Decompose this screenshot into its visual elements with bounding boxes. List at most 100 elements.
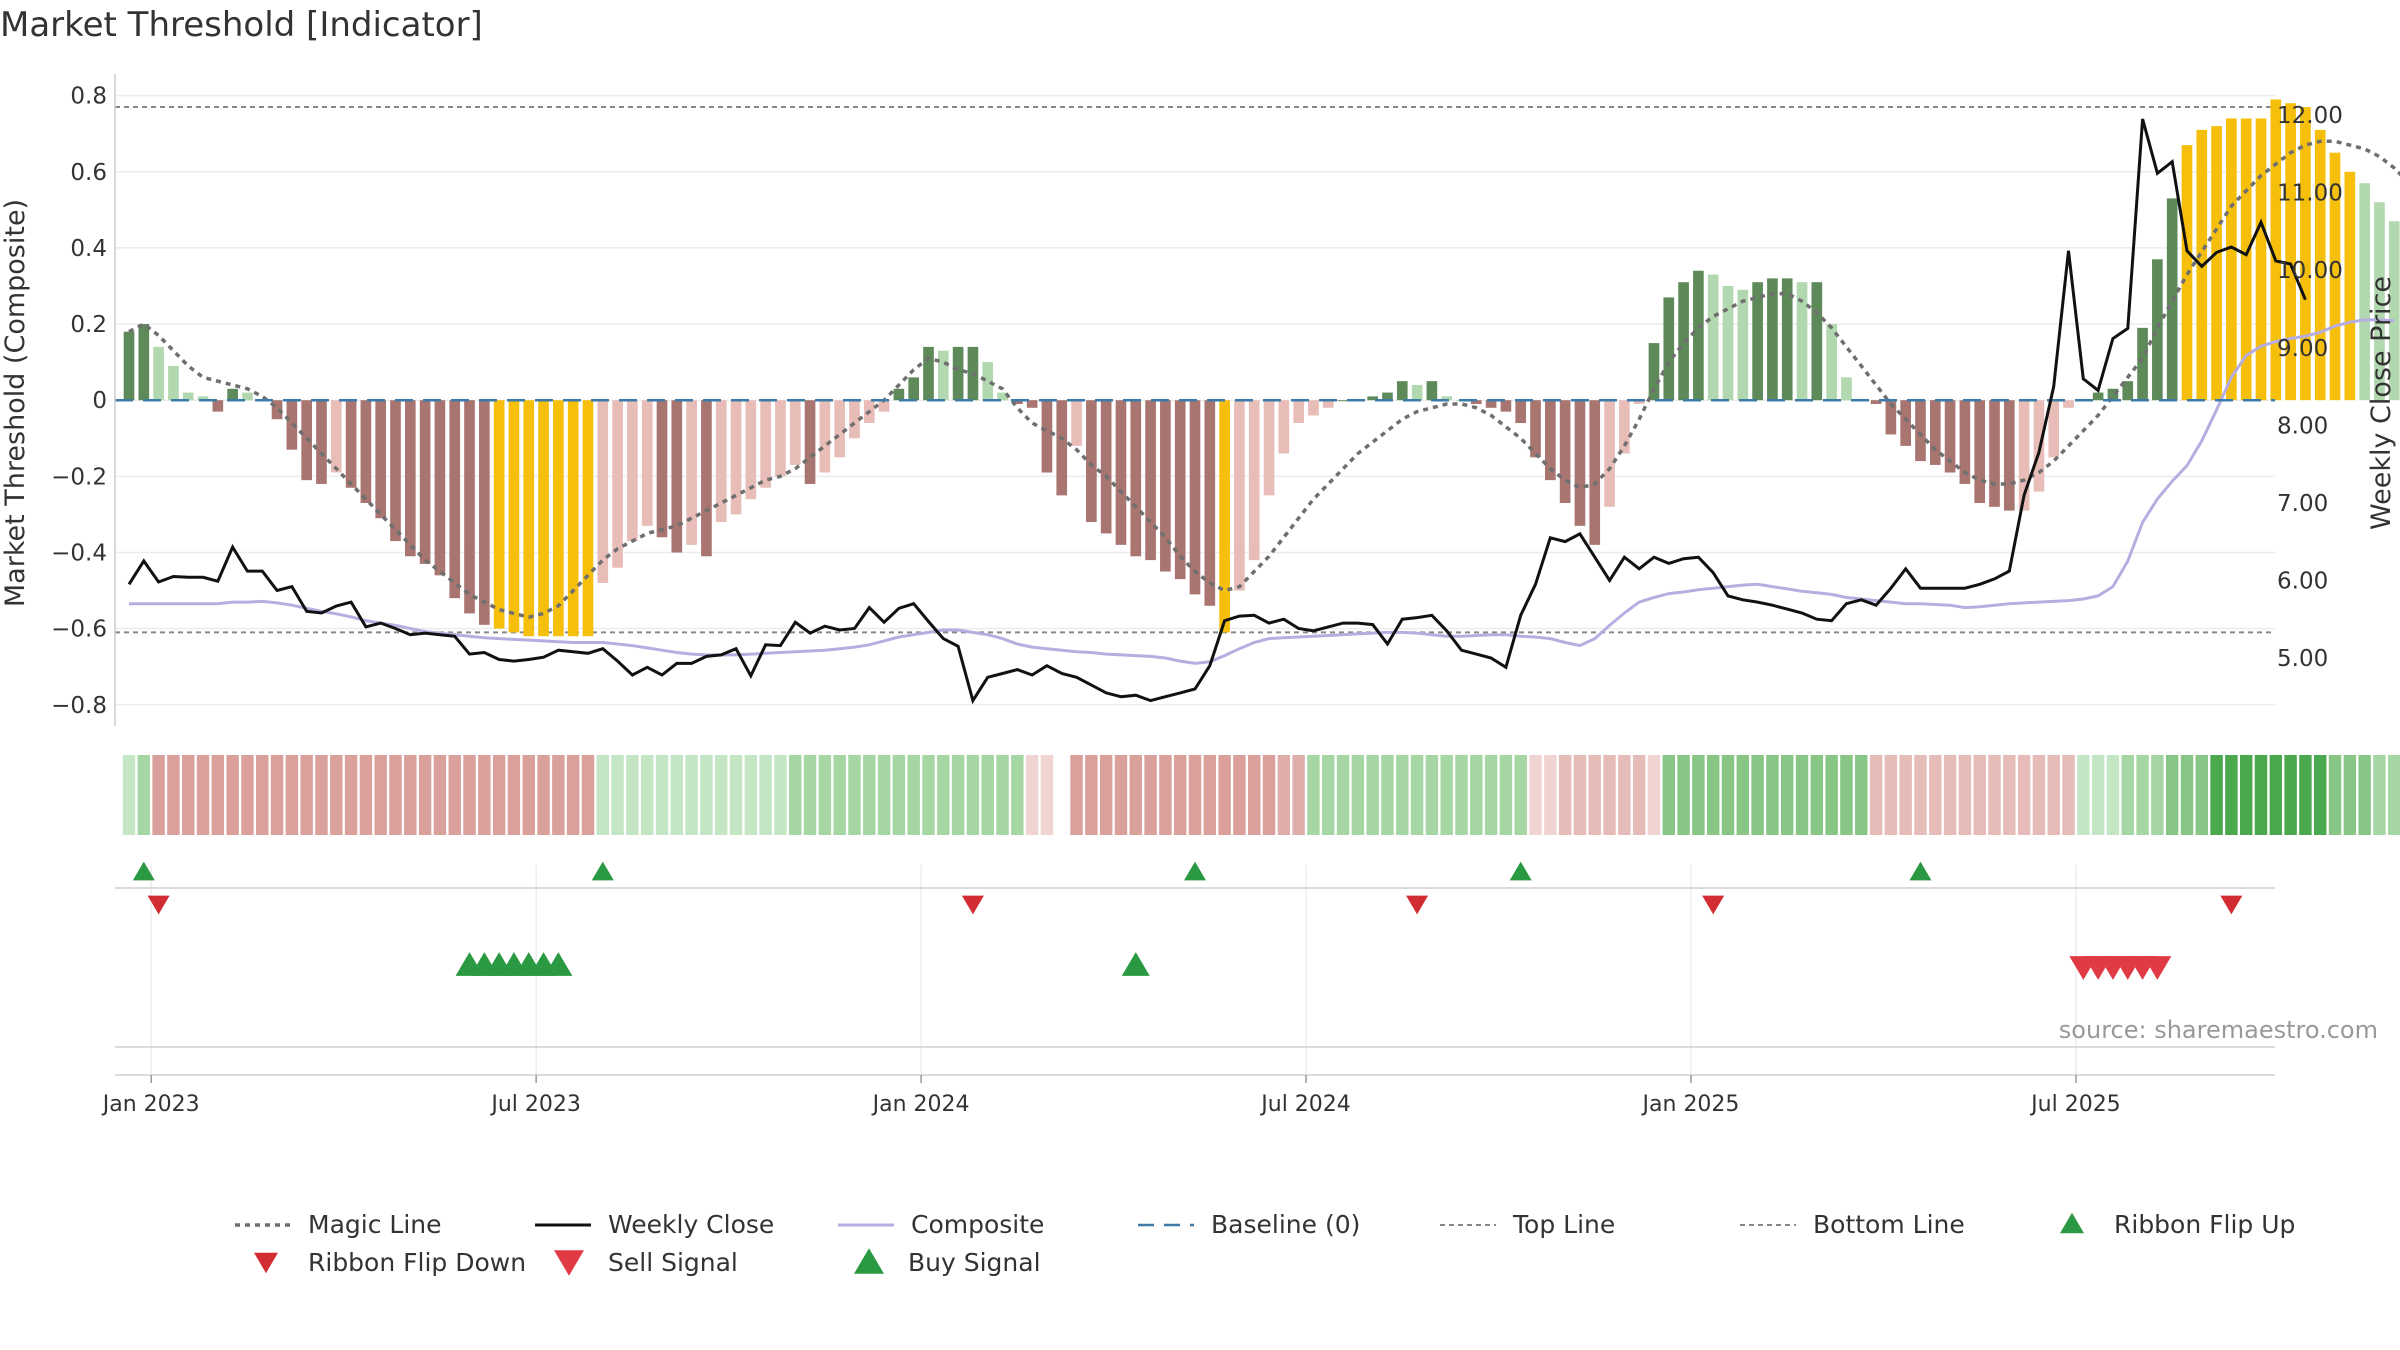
ribbon-cell [729, 755, 743, 835]
composite-bar [982, 362, 994, 401]
legend-label: Bottom Line [1813, 1210, 1965, 1239]
composite-bar [1767, 278, 1778, 401]
ribbon-strip [122, 755, 2400, 835]
ribbon-flip-down-marker [147, 895, 170, 915]
composite-bar [1278, 400, 1290, 454]
ribbon-cell [848, 755, 861, 835]
ribbon-cell [1529, 755, 1542, 835]
ribbon-cell [655, 755, 669, 835]
ribbon-cell [2195, 755, 2208, 835]
ribbon-cell [626, 755, 639, 835]
composite-bar [597, 400, 609, 583]
legend-buy-swatch [854, 1248, 884, 1274]
composite-bar [2374, 202, 2385, 401]
ribbon-cell [2388, 755, 2400, 835]
ribbon-flip-up-marker [1184, 861, 1206, 881]
ribbon-cell [1825, 755, 1838, 835]
right-tick-label: 7.00 [2277, 491, 2328, 517]
ribbon-cell [2017, 755, 2031, 835]
left-axis-label: Market Threshold (Composite) [0, 199, 31, 607]
ribbon-cell [1336, 755, 1350, 835]
left-tick-label: −0.6 [51, 617, 107, 643]
ribbon-cell [2032, 755, 2046, 835]
composite-bar [923, 346, 934, 401]
x-tick-label: Jan 2023 [101, 1092, 200, 1117]
ribbon-cell [1203, 755, 1217, 835]
composite-bar [493, 400, 505, 629]
ribbon-cell [789, 755, 802, 835]
composite-bar [627, 400, 638, 542]
ribbon-cell [2284, 755, 2297, 835]
legend: Magic Line Weekly Close Composite Baseline … [235, 1210, 2295, 1277]
composite-bar [2285, 103, 2296, 401]
composite-bar [419, 400, 431, 564]
composite-bar [1500, 400, 1512, 412]
composite-bar [641, 400, 653, 526]
legend-label: Magic Line [308, 1210, 442, 1239]
ribbon-cell [2343, 755, 2357, 835]
right-tick-label: 8.00 [2277, 413, 2328, 439]
composite-bar [2107, 388, 2119, 401]
composite-bar [1811, 282, 1823, 401]
ribbon-cell [892, 755, 906, 835]
ribbon-cell [1188, 755, 1202, 835]
composite-bar [1441, 396, 1453, 401]
ribbon-cell [1558, 755, 1572, 835]
ribbon-cell [774, 755, 787, 835]
ribbon-cell [566, 755, 580, 835]
composite-bar [2152, 259, 2163, 401]
ribbon-cell [552, 755, 565, 835]
composite-bar [1530, 400, 1541, 458]
ribbon-cell [1307, 755, 1320, 835]
ribbon-cell [1292, 755, 1305, 835]
composite-bar [937, 350, 949, 401]
axes-layer: 0.8 0.6 0.4 0.2 0 −0.2 −0.4 −0.6 −0.8 12.00 11.00 1… [51, 74, 2343, 726]
legend-label: Ribbon Flip Down [308, 1248, 526, 1277]
ribbon-cell [1795, 755, 1809, 835]
composite-bar [2137, 327, 2148, 401]
ribbon-cell [1381, 755, 1394, 835]
ribbon-cell [478, 755, 491, 835]
ribbon-cell [1914, 755, 1927, 835]
ribbon-cell [1706, 755, 1720, 835]
ribbon-flip-down-marker [1406, 895, 1429, 915]
ribbon-cell [907, 755, 920, 835]
composite-bar [2314, 129, 2326, 401]
magic-line [128, 139, 2400, 620]
ribbon-cell [1173, 755, 1187, 835]
left-tick-label: −0.2 [51, 464, 107, 490]
composite-bar [730, 400, 742, 515]
legend-label: Sell Signal [608, 1248, 738, 1277]
right-tick-label: 9.00 [2277, 336, 2328, 362]
ribbon-cell [285, 755, 299, 835]
composite-bar [1308, 400, 1319, 416]
legend-sell-swatch [554, 1250, 584, 1276]
left-tick-label: 0.8 [70, 84, 107, 110]
ribbon-cell [1129, 755, 1142, 835]
ribbon-cell [1573, 755, 1587, 835]
composite-bar [2063, 400, 2074, 408]
left-tick-label: 0 [92, 388, 107, 414]
x-tick-label: Jul 2025 [2029, 1092, 2121, 1117]
composite-bar [997, 392, 1008, 401]
ribbon-cell [1721, 755, 1735, 835]
ribbon-cell [1988, 755, 2001, 835]
ribbon-cell [2047, 755, 2060, 835]
ribbon-cell [1677, 755, 1690, 835]
ribbon-cell [1781, 755, 1794, 835]
composite-bar [2211, 126, 2222, 401]
composite-bar [1160, 400, 1171, 572]
composite-bar [2226, 118, 2237, 401]
composite-bar [834, 400, 845, 458]
composite-bar [404, 400, 416, 557]
ribbon-flip-up-marker [1909, 861, 1932, 881]
ribbon-cell [1218, 755, 1231, 835]
ribbon-cell [1396, 755, 1409, 835]
composite-bar [168, 365, 179, 401]
ribbon-cell [2299, 755, 2312, 835]
left-tick-label: 0.2 [70, 312, 107, 338]
composite-bar [745, 400, 757, 500]
composite-bar [1382, 392, 1393, 401]
ribbon-cell [1114, 755, 1128, 835]
composite-bar [212, 400, 224, 412]
